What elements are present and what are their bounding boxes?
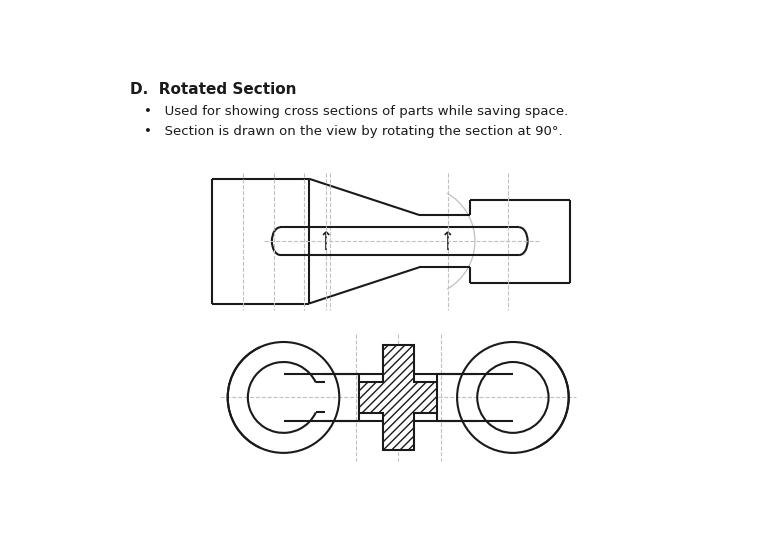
Polygon shape — [360, 345, 437, 450]
Text: •   Section is drawn on the view by rotating the section at 90°.: • Section is drawn on the view by rotati… — [144, 125, 562, 138]
Text: D.  Rotated Section: D. Rotated Section — [130, 82, 296, 97]
Text: •   Used for showing cross sections of parts while saving space.: • Used for showing cross sections of par… — [144, 105, 569, 118]
